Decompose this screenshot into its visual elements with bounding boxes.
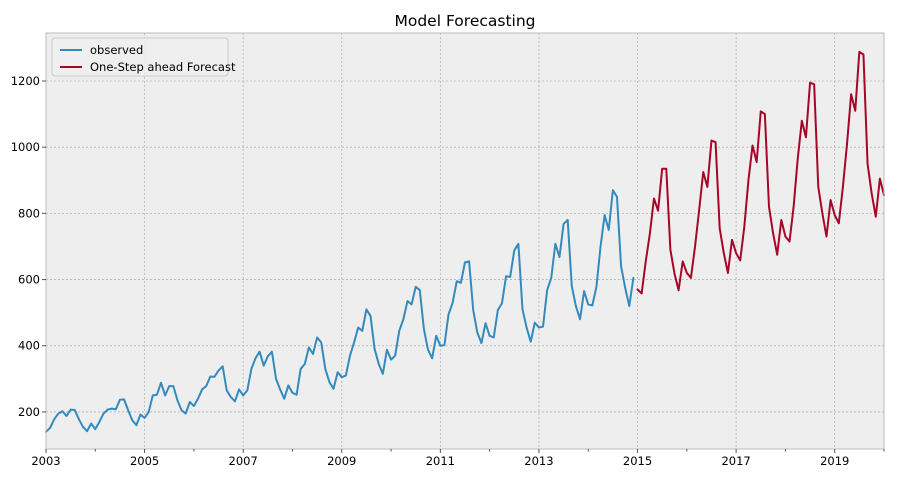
y-tick-label: 600	[18, 273, 40, 287]
x-tick-label: 2013	[524, 454, 553, 468]
legend-label-forecast: One-Step ahead Forecast	[90, 60, 236, 74]
x-tick-label: 2007	[229, 454, 258, 468]
x-tick-label: 2011	[426, 454, 455, 468]
series-line-observed	[45, 189, 635, 433]
y-tick-label: 200	[18, 405, 40, 419]
chart-title: Model Forecasting	[394, 12, 535, 30]
plot-area	[46, 33, 884, 449]
x-tick-label: 2003	[31, 454, 60, 468]
x-tick-label: 2017	[721, 454, 750, 468]
legend-box	[51, 37, 229, 77]
legend: observed One-Step ahead Forecast	[51, 37, 236, 77]
x-tick-label: 2015	[623, 454, 652, 468]
series-layer	[45, 50, 885, 433]
x-tick-label: 2019	[820, 454, 849, 468]
x-tick-label: 2005	[130, 454, 159, 468]
legend-label-observed: observed	[90, 43, 143, 57]
y-tick-label: 1000	[11, 140, 40, 154]
axis-layer: 200 400 600 800 1000 1200 2003 2005 2007 2009 2011…	[11, 74, 885, 468]
x-tick-label: 2009	[327, 454, 356, 468]
series-line-forecast	[636, 50, 885, 295]
y-tick-label: 1200	[11, 74, 40, 88]
plot-frame	[45, 32, 885, 450]
y-tick-label: 400	[18, 339, 40, 353]
y-tick-label: 800	[18, 206, 40, 220]
